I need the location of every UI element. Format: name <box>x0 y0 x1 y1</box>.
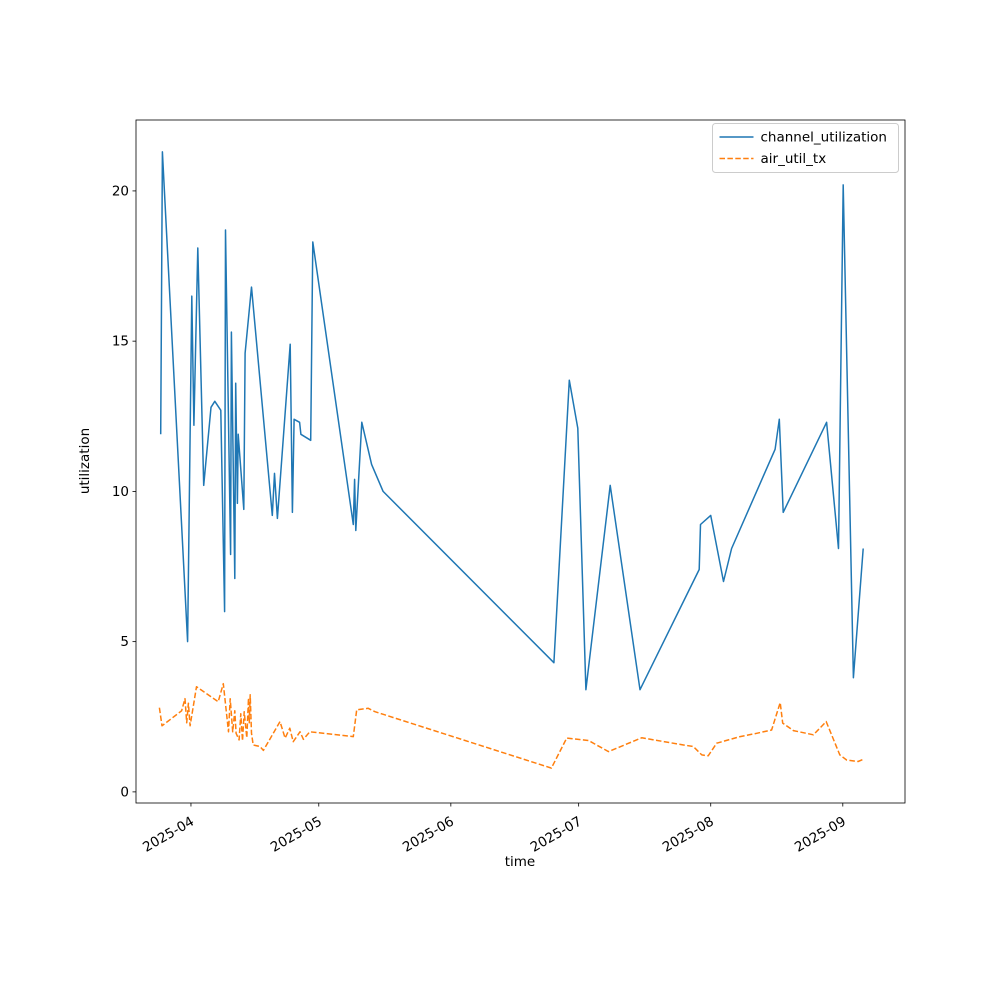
series-lines <box>158 151 864 769</box>
axes-frame <box>135 119 906 804</box>
x-tick-label: 2025-07 <box>528 814 585 856</box>
legend-label-channel_utilization: channel_utilization <box>761 130 888 146</box>
y-axis-label: utilization <box>77 428 93 494</box>
y-axis: 0 5 10 15 20 <box>112 183 136 800</box>
x-tick-label: 2025-04 <box>140 814 197 856</box>
legend-label-air_util_tx: air_util_tx <box>761 151 827 167</box>
x-tick-label: 2025-08 <box>660 814 717 856</box>
y-tick-label: 5 <box>120 634 129 650</box>
x-tick-label: 2025-09 <box>792 814 849 856</box>
x-tick-label: 2025-05 <box>268 814 325 856</box>
x-axis-label: time <box>505 854 536 870</box>
plot-border <box>135 119 906 804</box>
series-air_util_tx-line <box>158 682 864 769</box>
y-tick-label: 10 <box>112 484 129 500</box>
y-tick-label: 15 <box>112 334 129 350</box>
x-axis: 2025-04 2025-05 2025-06 2025-07 2025-08 2025-… <box>140 803 849 856</box>
legend: channel_utilization air_util_tx <box>712 123 899 173</box>
series-channel_utilization-line <box>159 151 864 691</box>
y-tick-label: 20 <box>112 183 129 199</box>
legend-box <box>712 123 899 173</box>
y-tick-label: 0 <box>120 784 129 800</box>
x-tick-label: 2025-06 <box>400 814 457 856</box>
